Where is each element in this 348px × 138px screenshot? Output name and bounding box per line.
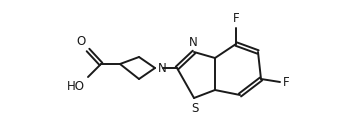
Text: F: F (283, 75, 290, 88)
Text: F: F (233, 12, 239, 25)
Text: O: O (77, 35, 86, 48)
Text: N: N (189, 36, 197, 49)
Text: HO: HO (67, 80, 85, 93)
Text: N: N (158, 62, 167, 75)
Text: S: S (191, 102, 199, 115)
